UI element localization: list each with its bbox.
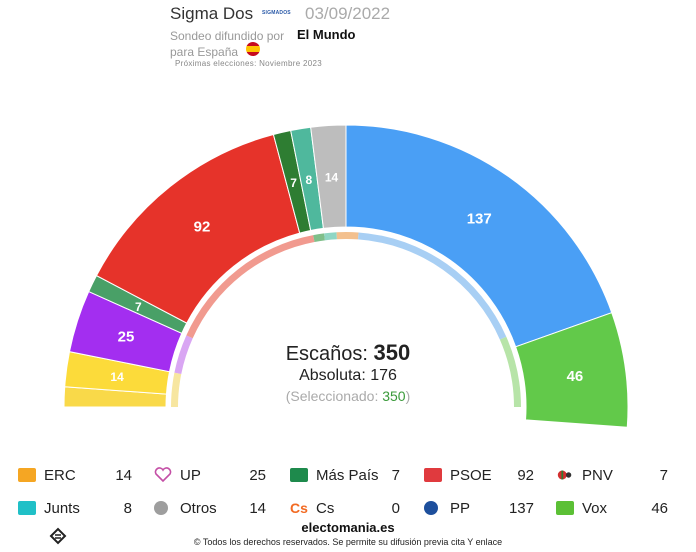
legend-value: 14 (115, 466, 132, 484)
majority-line: Absoluta: 176 (240, 367, 456, 385)
legend-item-psoe: PSOE 92 (424, 465, 534, 485)
seat-label-otros-1: 8 (305, 173, 312, 187)
legend-item-vox: Vox 46 (556, 498, 668, 518)
inner-ring-segment (171, 372, 182, 407)
legend-item-up: UP 25 (154, 465, 266, 485)
legend-item-erc: ERC 14 (18, 465, 132, 485)
media-name: El Mundo (297, 27, 356, 42)
legend-name: PNV (582, 466, 613, 484)
legend-value: 25 (249, 466, 266, 484)
legend-name: Otros (180, 499, 217, 517)
seat-segment-vox (514, 312, 629, 428)
electomania-logo-icon (49, 527, 67, 545)
selected-label: (Seleccionado: (285, 388, 379, 404)
seat-label-erc: 14 (110, 370, 124, 384)
legend-value: 14 (249, 499, 266, 517)
legend-value: 137 (508, 499, 534, 517)
pollster-name: Sigma Dos (170, 4, 254, 23)
legend-value: 8 (123, 499, 132, 517)
pnv-icon (556, 468, 574, 482)
seat-segment-pp (345, 124, 613, 348)
majority-value: 176 (370, 367, 397, 384)
legend-name: Vox (582, 499, 608, 517)
selected-value: 350 (382, 388, 406, 404)
legend-value: 7 (391, 466, 400, 484)
seat-label-otros-2: 14 (325, 170, 339, 184)
poll-date: 03/09/2022 (305, 4, 391, 23)
legend-item-otros: Otros 14 (154, 498, 266, 518)
pollster-logo: SIGMADOS (262, 10, 291, 16)
heart-icon (154, 467, 172, 483)
inner-ring-segment (174, 335, 193, 375)
legend-name: UP (180, 466, 201, 484)
seats-value: 350 (373, 340, 411, 365)
otros-icon (154, 501, 168, 515)
inner-ring-segment (336, 232, 359, 240)
legend-value: 92 (517, 466, 534, 484)
seat-label-pnv: 7 (135, 300, 142, 314)
psoe-icon (424, 468, 442, 482)
footer-copyright: © Todos los derechos reservados. Se perm… (193, 537, 503, 547)
legend-name: Más País (316, 466, 379, 484)
selected-close: ) (405, 388, 411, 404)
seats-label: Escaños: (285, 343, 368, 365)
seat-label-pp: 137 (467, 210, 492, 227)
legend-item-más-país: Más País 7 (290, 465, 400, 485)
legend-item-cs: Cs Cs 0 (290, 498, 400, 518)
mas-pais-icon (290, 468, 308, 482)
cs-icon: Cs (290, 500, 308, 516)
legend-value: 46 (651, 499, 668, 517)
legend-name: ERC (44, 466, 76, 484)
footer-site: electomania.es (301, 520, 395, 535)
inner-ring-segment (324, 232, 337, 241)
seat-label-psoe: 92 (194, 218, 211, 235)
pp-icon (424, 501, 438, 515)
junts-icon (18, 501, 36, 515)
legend-value: 0 (391, 499, 400, 517)
region-label: para España (170, 45, 239, 59)
next-elections-note: Próximas elecciones: Noviembre 2023 (175, 59, 323, 68)
erc-icon (18, 468, 36, 482)
published-by-label: Sondeo difundido por (170, 29, 285, 43)
seat-label-up: 25 (118, 329, 135, 346)
majority-label: Absoluta: (299, 367, 366, 384)
legend-value: 7 (659, 466, 668, 484)
legend-item-pp: PP 137 (424, 498, 534, 518)
legend-name: Junts (44, 499, 80, 517)
spain-flag-icon (246, 42, 260, 56)
selected-line: (Seleccionado: 350) (240, 388, 456, 404)
vox-icon (556, 501, 574, 515)
legend-name: PSOE (450, 466, 492, 484)
seats-total: Escaños: 350 (240, 340, 456, 366)
seat-label-vox: 46 (567, 368, 584, 385)
inner-ring-segment (313, 233, 325, 242)
seat-label-más-país: 7 (290, 176, 297, 190)
legend-name: Cs (316, 499, 335, 517)
inner-ring-segment (499, 336, 521, 407)
legend-name: PP (450, 499, 471, 517)
legend-item-pnv: PNV 7 (556, 465, 668, 485)
legend-item-junts: Junts 8 (18, 498, 132, 518)
